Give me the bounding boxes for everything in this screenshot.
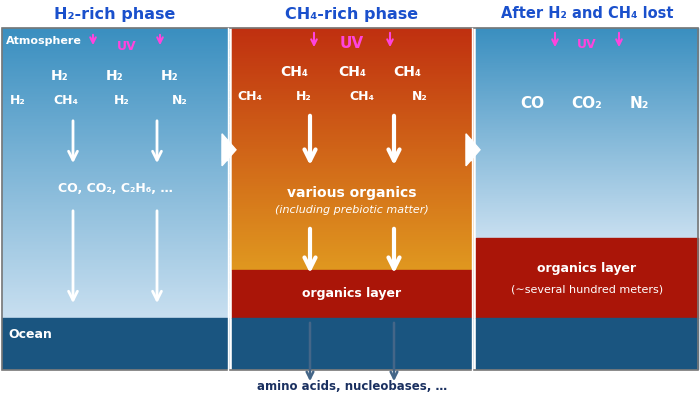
Text: After H₂ and CH₄ lost: After H₂ and CH₄ lost [500,6,673,21]
Text: Ocean: Ocean [8,327,52,341]
Text: H₂: H₂ [161,69,178,83]
Text: CO: CO [520,95,544,110]
Text: H₂-rich phase: H₂-rich phase [55,6,176,21]
Text: organics layer: organics layer [302,287,402,301]
Text: CO₂: CO₂ [572,95,603,110]
Text: UV: UV [578,38,597,51]
Text: CH₄: CH₄ [349,89,375,103]
Text: amino acids, nucleobases, …: amino acids, nucleobases, … [257,379,447,392]
Text: CH₄: CH₄ [280,65,308,79]
Text: CH₄: CH₄ [338,65,366,79]
Text: H₂: H₂ [296,89,312,103]
Text: (including prebiotic matter): (including prebiotic matter) [275,205,429,215]
Text: UV: UV [117,40,136,53]
Text: Atmosphere: Atmosphere [6,36,82,46]
Text: UV: UV [340,36,364,51]
Text: CH₄-rich phase: CH₄-rich phase [286,6,419,21]
Text: CH₄: CH₄ [393,65,421,79]
Text: CO, CO₂, C₂H₆, …: CO, CO₂, C₂H₆, … [57,181,172,194]
Text: (∼several hundred meters): (∼several hundred meters) [511,285,663,295]
Polygon shape [222,134,236,166]
Text: H₂: H₂ [114,93,130,107]
Text: various organics: various organics [287,186,416,200]
Text: CH₄: CH₄ [237,89,262,103]
Text: H₂: H₂ [106,69,124,83]
Text: CH₄: CH₄ [53,93,78,107]
Text: H₂: H₂ [51,69,69,83]
Text: organics layer: organics layer [538,262,636,275]
Text: H₂: H₂ [10,93,26,107]
Text: N₂: N₂ [412,89,428,103]
Polygon shape [466,134,480,166]
Text: N₂: N₂ [172,93,188,107]
Text: N₂: N₂ [629,95,649,110]
